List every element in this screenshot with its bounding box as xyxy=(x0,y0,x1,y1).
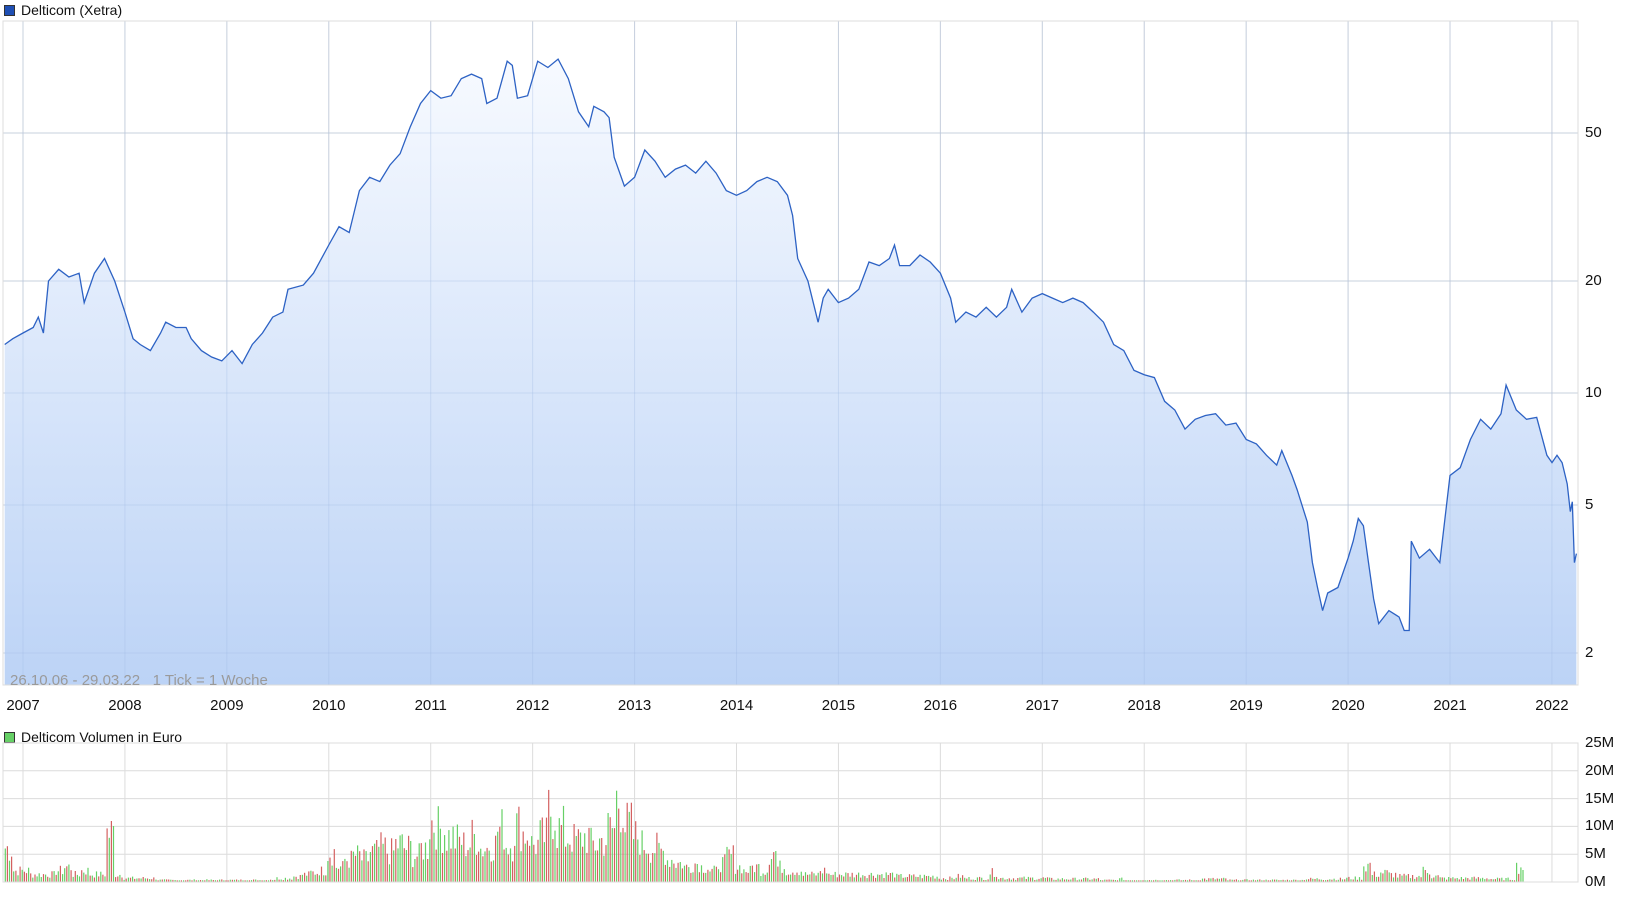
volume-bars xyxy=(4,789,1524,882)
x-tick-label: 2022 xyxy=(1535,697,1569,714)
volume-y-tick-label: 0M xyxy=(1585,873,1606,890)
y-tick-label: 5 xyxy=(1585,496,1594,513)
volume-grid xyxy=(3,743,1578,882)
x-tick-label: 2016 xyxy=(923,697,958,714)
x-tick-label: 2017 xyxy=(1025,697,1059,714)
volume-legend-label: Delticom Volumen in Euro xyxy=(21,729,183,745)
price-line xyxy=(4,58,1578,632)
volume-y-tick-label: 5M xyxy=(1585,845,1606,863)
x-tick-label: 2019 xyxy=(1229,697,1263,714)
volume-plot-frame xyxy=(2,742,1579,883)
price-plot-frame xyxy=(2,20,1579,686)
price-grid-overlay xyxy=(3,21,1578,685)
date-range-label: 26.10.06 - 29.03.22 1 Tick = 1 Woche xyxy=(10,672,268,689)
x-tick-label: 2013 xyxy=(617,697,652,714)
y-tick-label: 50 xyxy=(1585,124,1602,141)
price-legend: Delticom (Xetra) xyxy=(4,2,122,18)
x-tick-label: 2010 xyxy=(312,697,346,714)
x-tick-label: 2018 xyxy=(1127,697,1161,714)
x-tick-label: 2008 xyxy=(108,697,142,714)
price-legend-swatch xyxy=(4,4,15,16)
y-tick-label: 20 xyxy=(1585,272,1602,290)
x-tick-label: 2021 xyxy=(1433,697,1467,714)
x-tick-label: 2020 xyxy=(1331,697,1365,714)
x-tick-label: 2011 xyxy=(414,697,447,714)
y-tick-label: 2 xyxy=(1585,644,1594,662)
volume-legend-swatch xyxy=(4,731,15,743)
x-tick-label: 2007 xyxy=(6,697,40,714)
x-tick-label: 2012 xyxy=(515,697,550,714)
volume-y-tick-label: 10M xyxy=(1585,817,1615,835)
price-area xyxy=(4,59,1577,686)
volume-y-tick-label: 25M xyxy=(1585,734,1615,751)
x-tick-label: 2015 xyxy=(821,697,856,714)
x-tick-label: 2014 xyxy=(719,697,754,714)
volume-y-tick-label: 15M xyxy=(1585,789,1615,807)
volume-y-tick-label: 20M xyxy=(1585,761,1615,779)
x-tick-label: 2009 xyxy=(210,697,244,714)
price-legend-label: Delticom (Xetra) xyxy=(21,2,123,18)
y-tick-label: 10 xyxy=(1585,384,1602,402)
volume-legend: Delticom Volumen in Euro xyxy=(4,729,182,745)
